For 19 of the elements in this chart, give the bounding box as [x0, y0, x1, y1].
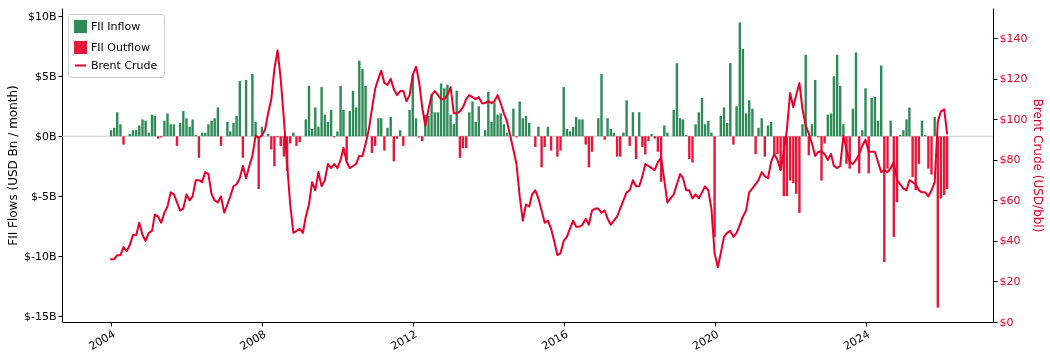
y2-tick-label: $140	[999, 31, 1028, 45]
y-tick-label: $10B	[27, 9, 57, 23]
y2-tick-label: $0	[999, 315, 1014, 329]
y2-tick-label: $100	[999, 112, 1028, 126]
y-tick-label: $-5B	[30, 189, 57, 203]
y2-tick-label: $20	[999, 274, 1021, 288]
legend-label: Brent Crude	[91, 58, 158, 72]
y2-tick-label: $60	[999, 193, 1021, 207]
y-tick-label: $0B	[34, 129, 57, 143]
y-tick-label: $-10B	[23, 249, 57, 263]
y2-tick-label: $80	[999, 153, 1021, 167]
legend-label: FII Outflow	[91, 40, 150, 54]
y2-axis-title: Brent Crude (USD/bbl)	[1031, 98, 1046, 233]
y2-tick-label: $120	[999, 72, 1028, 86]
y2-tick-label: $40	[999, 234, 1021, 248]
y-axis-title: FII Flows (USD Bn / month)	[5, 85, 20, 246]
y-tick-label: $-15B	[23, 309, 57, 323]
legend-label: FII Inflow	[91, 19, 141, 33]
y-tick-label: $5B	[34, 69, 57, 83]
